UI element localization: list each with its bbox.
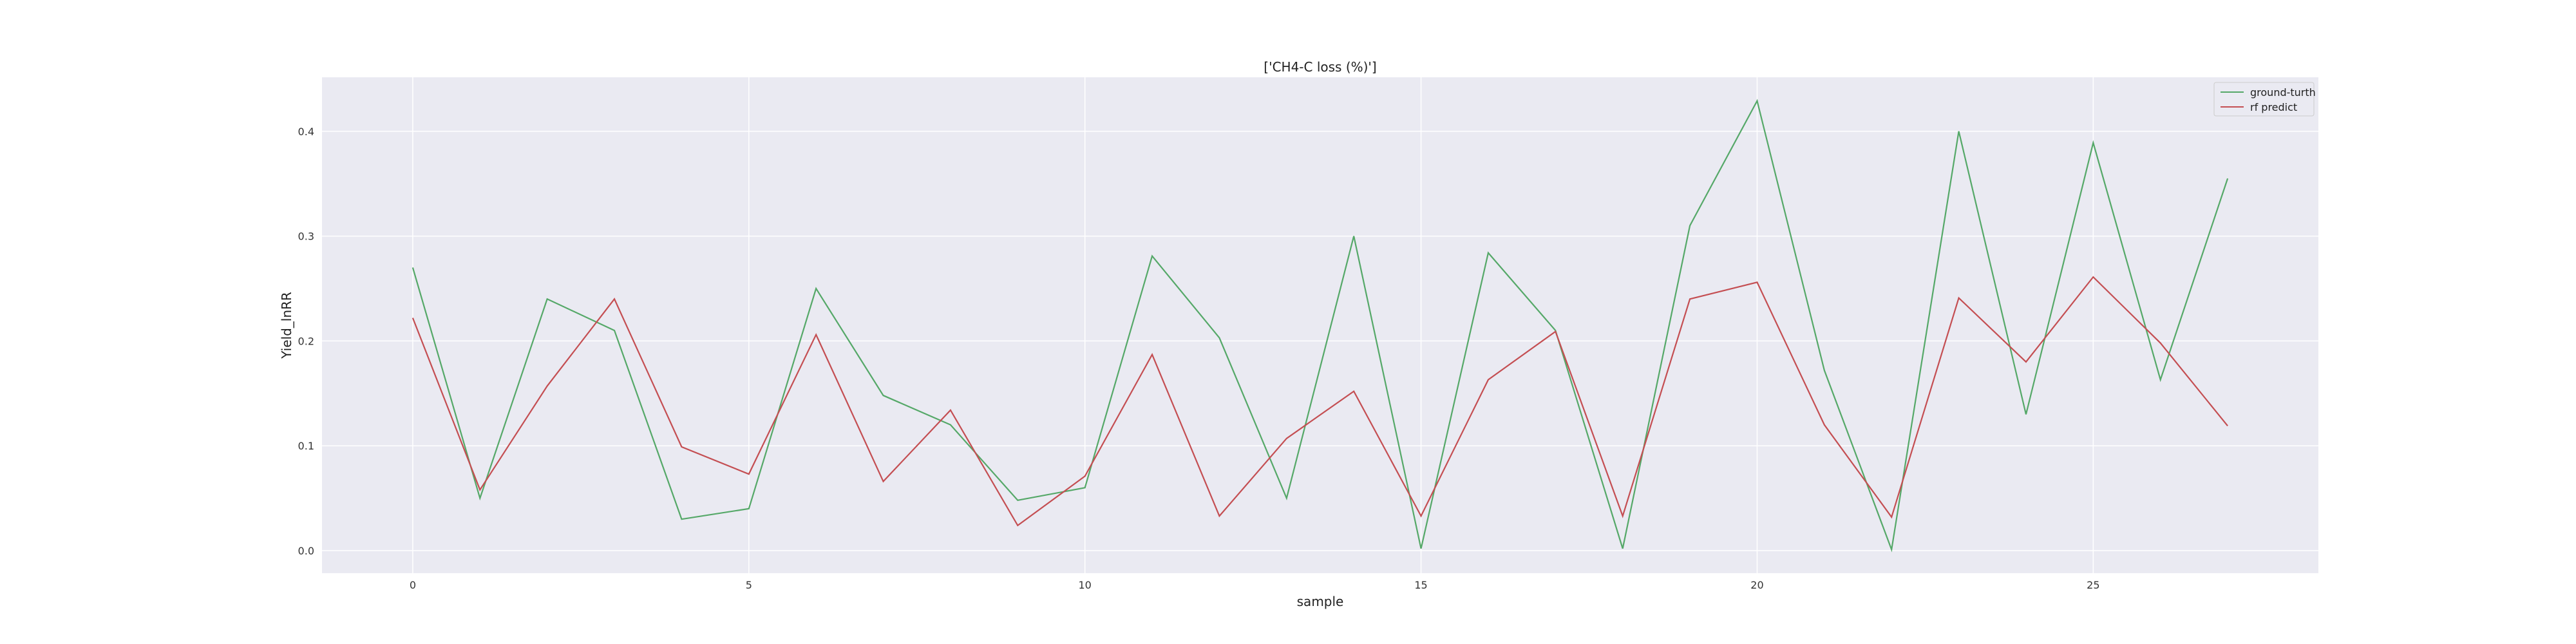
- chart-title: ['CH4-C loss (%)']: [1264, 59, 1376, 75]
- x-axis-label: sample: [1297, 594, 1344, 609]
- x-tick-label: 20: [1750, 579, 1763, 591]
- y-axis-label: Yield_lnRR: [279, 292, 294, 359]
- y-tick-label: 0.3: [298, 231, 314, 243]
- y-tick-label: 0.1: [298, 440, 314, 452]
- x-tick-label: 10: [1079, 579, 1092, 591]
- y-tick-labels: 0.0 0.1 0.2 0.3 0.4: [298, 126, 314, 557]
- y-tick-label: 0.4: [298, 126, 314, 138]
- legend-label-ground-turth: ground-turth: [2250, 86, 2316, 99]
- series-lines: [412, 99, 2229, 553]
- x-tick-label: 5: [746, 579, 752, 591]
- grid-lines: [322, 77, 2318, 573]
- series-line-ground-turth: [412, 99, 2229, 553]
- x-tick-label: 25: [2087, 579, 2099, 591]
- series-line-rf-predict: [412, 276, 2228, 527]
- x-tick-label: 15: [1414, 579, 1427, 591]
- y-tick-label: 0.2: [298, 335, 314, 347]
- x-tick-labels: 0 5 10 15 20 25: [410, 579, 2100, 591]
- legend: ground-turth rf predict: [2213, 82, 2316, 117]
- legend-label-rf-predict: rf predict: [2250, 101, 2297, 113]
- plot-area: [322, 77, 2318, 573]
- y-tick-label: 0.0: [298, 545, 314, 557]
- x-tick-label: 0: [410, 579, 416, 591]
